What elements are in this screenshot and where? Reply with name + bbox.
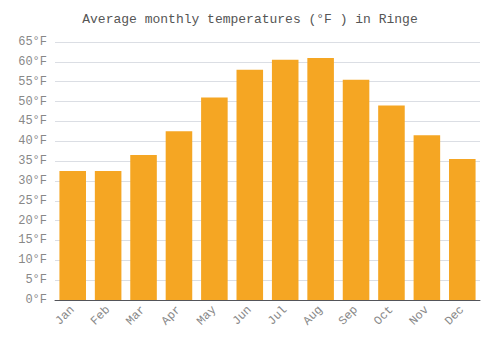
svg-text:Oct: Oct: [371, 303, 396, 328]
svg-text:Jul: Jul: [265, 303, 290, 328]
svg-text:Jun: Jun: [230, 303, 255, 328]
svg-text:60°F: 60°F: [18, 55, 47, 69]
svg-text:Feb: Feb: [88, 303, 113, 328]
svg-text:Nov: Nov: [407, 303, 432, 328]
svg-text:May: May: [194, 303, 219, 328]
svg-text:45°F: 45°F: [18, 114, 47, 128]
svg-text:5°F: 5°F: [25, 273, 47, 287]
svg-text:25°F: 25°F: [18, 194, 47, 208]
svg-text:65°F: 65°F: [18, 35, 47, 49]
svg-text:15°F: 15°F: [18, 233, 47, 247]
svg-text:50°F: 50°F: [18, 95, 47, 109]
svg-text:10°F: 10°F: [18, 253, 47, 267]
svg-text:Mar: Mar: [123, 303, 148, 328]
svg-text:30°F: 30°F: [18, 174, 47, 188]
svg-text:35°F: 35°F: [18, 154, 47, 168]
svg-text:0°F: 0°F: [25, 293, 47, 307]
svg-text:Average monthly temperatures (: Average monthly temperatures (°F ) in Ri…: [82, 12, 417, 27]
svg-text:Aug: Aug: [300, 303, 325, 328]
svg-text:20°F: 20°F: [18, 214, 47, 228]
svg-text:55°F: 55°F: [18, 75, 47, 89]
svg-text:Sep: Sep: [336, 303, 361, 328]
svg-text:Dec: Dec: [442, 303, 467, 328]
svg-text:40°F: 40°F: [18, 134, 47, 148]
svg-text:Jan: Jan: [53, 303, 78, 328]
svg-text:Apr: Apr: [159, 303, 184, 328]
